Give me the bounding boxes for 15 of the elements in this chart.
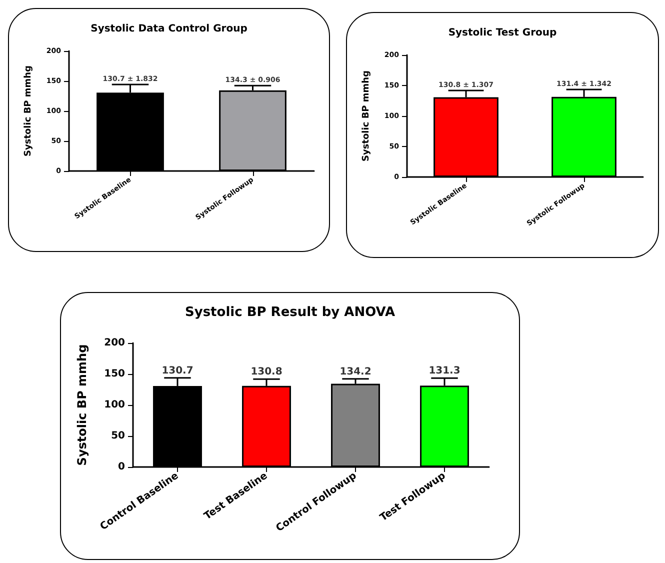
y-tick-label: 200 xyxy=(104,338,126,348)
y-axis-title: Systolic BP mmhg xyxy=(75,344,89,466)
y-tick-label: 0 xyxy=(118,462,126,472)
y-tick-label: 100 xyxy=(104,400,126,410)
y-tick-label: 150 xyxy=(104,368,126,380)
chart-title: Systolic Data Control Group xyxy=(90,24,248,34)
data-label: 134.2 xyxy=(340,366,372,378)
y-axis-title: Systolic BP mmhg xyxy=(24,65,34,157)
data-label: 130.8 xyxy=(250,366,282,378)
y-tick-label: 50 xyxy=(111,430,126,442)
chart-title: Systolic Test Group xyxy=(448,28,557,38)
chart-title: Systolic BP Result by ANOVA xyxy=(184,305,396,320)
data-label: 130.7 xyxy=(162,365,194,376)
y-axis-title: Systolic BP mmhg xyxy=(362,70,372,162)
data-label: 131.3 xyxy=(428,366,460,377)
